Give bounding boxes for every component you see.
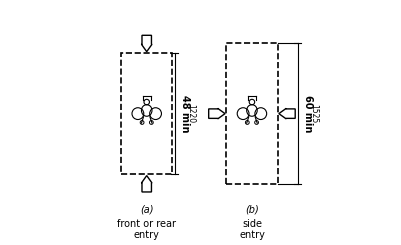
Text: 60 min: 60 min: [303, 95, 313, 132]
Text: 1220: 1220: [186, 104, 195, 123]
Text: (b): (b): [245, 205, 259, 215]
Bar: [121, 53, 172, 174]
Polygon shape: [279, 108, 295, 119]
Polygon shape: [142, 35, 152, 52]
Polygon shape: [142, 176, 152, 192]
Polygon shape: [209, 108, 225, 119]
Text: 1525: 1525: [309, 104, 318, 123]
Text: (a): (a): [140, 205, 154, 215]
Text: 48 min: 48 min: [180, 95, 190, 132]
Bar: [226, 43, 277, 184]
Text: side
entry: side entry: [239, 219, 265, 240]
Text: front or rear
entry: front or rear entry: [117, 219, 176, 240]
